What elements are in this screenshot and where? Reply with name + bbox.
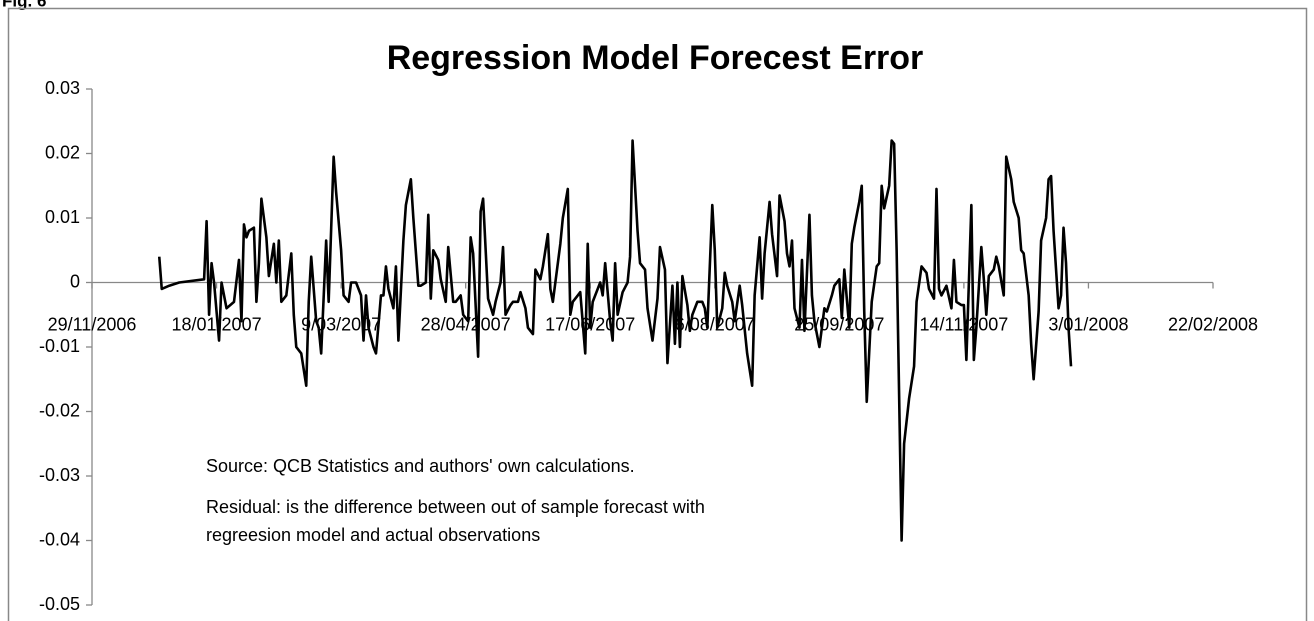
y-tick-label: 0.03 (45, 78, 80, 98)
chart-frame (7, 7, 1308, 621)
x-tick-label: 3/01/2008 (1048, 314, 1128, 334)
y-tick-label: -0.04 (39, 529, 80, 549)
annotation: regreesion model and actual observations (206, 525, 540, 545)
x-tick-label: 22/02/2008 (1168, 314, 1258, 334)
annotation: Residual: is the difference between out … (206, 497, 705, 517)
y-tick-label: -0.03 (39, 465, 80, 485)
x-tick-label: 28/04/2007 (421, 314, 511, 334)
y-tick-label: 0.01 (45, 207, 80, 227)
series-line (157, 139, 1073, 542)
chart-title: Regression Model Forecest Error (387, 39, 924, 77)
y-tick-label: 0 (70, 271, 80, 291)
x-tick-label: 29/11/2006 (48, 314, 137, 334)
annotation: Source: QCB Statistics and authors' own … (206, 456, 635, 476)
y-tick-label: -0.05 (39, 594, 80, 614)
figure-label: Fig. 6 (2, 0, 46, 10)
y-tick-label: -0.01 (39, 336, 80, 356)
y-tick-label: -0.02 (39, 400, 80, 420)
y-tick-label: 0.02 (45, 142, 80, 162)
